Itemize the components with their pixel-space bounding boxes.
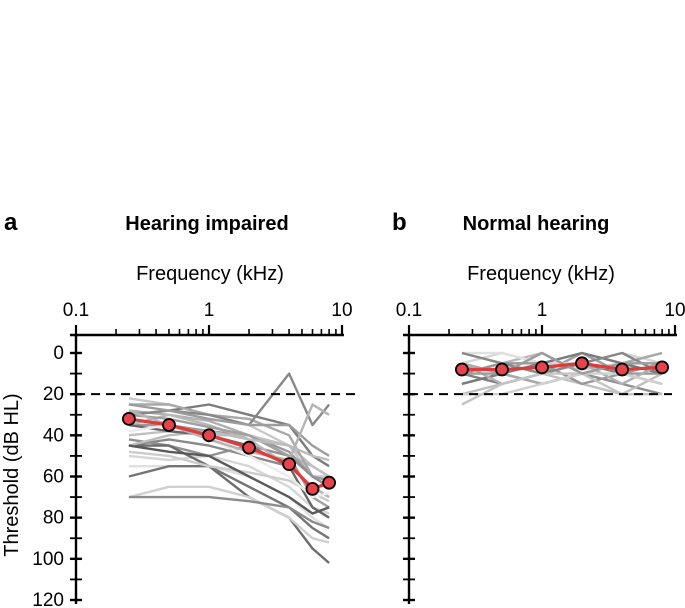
panel-a-mean-point-6 — [305, 481, 320, 496]
panel-a-y-tick-label-4: 60 — [43, 467, 64, 488]
panel-a-mean-point-7 — [322, 475, 337, 490]
panel-a-subject-line-16 — [128, 430, 330, 462]
panel-b-x-tick-label-3: 10 — [664, 300, 685, 321]
panel-a-subject-line-24 — [128, 444, 330, 515]
panel-b: b Normal hearing Frequency (kHz) 0.1 1 10 — [392, 209, 685, 604]
panel-a-x-tick-label-3: 10 — [331, 300, 352, 321]
panel-a-x-axis-label: Frequency (kHz) — [136, 263, 284, 285]
panel-a-y-tick-label-7: 120 — [32, 590, 64, 608]
panel-a-mean-point-1 — [121, 411, 136, 426]
panel-a-y-tick-label-3: 40 — [43, 425, 64, 446]
panel-a-individual-lines — [128, 372, 331, 564]
panel-b-individual-lines — [461, 351, 663, 406]
panel-a-mean-point-2 — [162, 418, 176, 432]
panel-b-subject-line-16 — [461, 351, 663, 375]
panel-b-x-axis-label: Frequency (kHz) — [467, 263, 615, 285]
panel-a-letter: a — [4, 209, 18, 236]
panel-a-subject-line-22 — [128, 495, 330, 530]
panel-b-mean-point-4 — [575, 356, 589, 371]
panel-b-plot: 0.1 1 10 — [396, 300, 685, 604]
panel-b-mean-point-5 — [615, 362, 629, 377]
panel-a-subject-line-18 — [128, 403, 330, 457]
panel-a-x-tick-label-1: 0.1 — [63, 300, 89, 321]
panel-b-mean-point-2 — [495, 362, 509, 377]
panel-a-subject-line-13 — [128, 485, 330, 544]
panel-b-mean-point-3 — [535, 360, 549, 375]
panel-b-subject-line-14 — [461, 351, 663, 375]
panel-b-x-tick-label-2: 1 — [537, 300, 548, 321]
panel-a-mean-point-3 — [202, 428, 216, 443]
panel-b-subject-line-13 — [461, 372, 663, 396]
panel-b-mean-point-1 — [454, 362, 469, 377]
panel-b-subject-line-15 — [461, 372, 663, 406]
panel-a-title: Hearing impaired — [125, 213, 288, 235]
panel-a-mean-point-4 — [242, 440, 256, 455]
panel-a-mean-point-5 — [282, 457, 297, 472]
panel-a-y-tick-label-1: 0 — [53, 343, 64, 364]
panel-b-title: Normal hearing — [463, 213, 610, 235]
panel-b-letter: b — [392, 209, 407, 236]
panel-b-subject-line-11 — [461, 351, 663, 386]
panel-b-mean-point-6 — [655, 360, 669, 375]
panel-a: a Hearing impaired Frequency (kHz) Thres… — [1, 209, 360, 608]
panel-a-subject-line-17 — [128, 465, 330, 540]
panel-a-y-axis-label: Threshold (dB HL) — [1, 393, 23, 556]
panel-a-y-tick-label-5: 80 — [43, 508, 64, 529]
panel-b-x-tick-label-1: 0.1 — [396, 300, 422, 321]
panel-a-x-tick-label-2: 1 — [204, 300, 215, 321]
panel-a-y-tick-label-6: 100 — [32, 549, 64, 570]
panel-a-y-tick-label-2: 20 — [43, 384, 64, 405]
